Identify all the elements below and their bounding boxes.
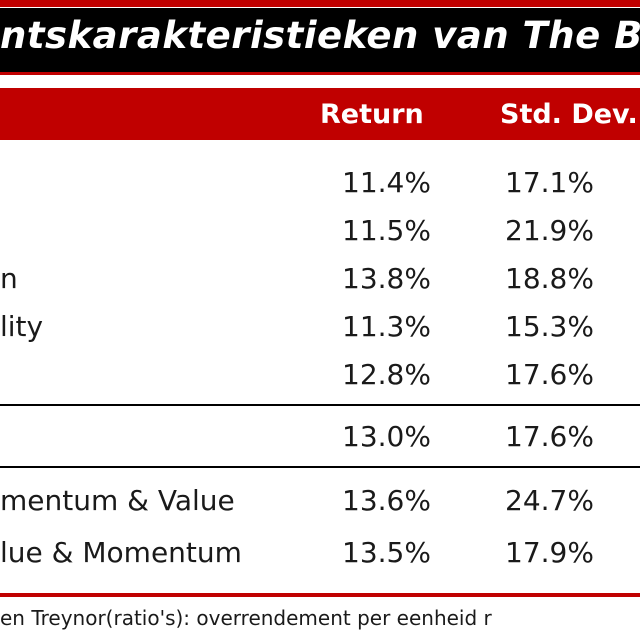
table-title: ntskarakteristieken van The Big <box>0 14 640 57</box>
cell-return: 11.3% <box>342 310 431 343</box>
row-label: mentum & Value <box>0 484 235 517</box>
bottom-red-line <box>0 593 640 597</box>
cell-std-dev: 17.9% <box>505 536 594 569</box>
cell-return: 13.6% <box>342 484 431 517</box>
section-divider <box>0 404 640 406</box>
title-underline <box>0 72 640 75</box>
cell-std-dev: 15.3% <box>505 310 594 343</box>
cell-std-dev: 21.9% <box>505 214 594 247</box>
cell-std-dev: 17.6% <box>505 420 594 453</box>
header-row <box>0 88 640 140</box>
cell-return: 13.0% <box>342 420 431 453</box>
title-bar: ntskarakteristieken van The Big <box>0 8 640 72</box>
cell-std-dev: 17.1% <box>505 166 594 199</box>
header-std-dev: Std. Dev. <box>500 99 638 130</box>
cell-return: 11.4% <box>342 166 431 199</box>
row-label: lity <box>0 310 44 343</box>
cell-return: 13.8% <box>342 262 431 295</box>
footnote: en Treynor(ratio's): overrendement per e… <box>0 606 492 630</box>
cell-return: 13.5% <box>342 536 431 569</box>
cell-std-dev: 17.6% <box>505 358 594 391</box>
row-label: lue & Momentum <box>0 536 242 569</box>
cell-std-dev: 24.7% <box>505 484 594 517</box>
cell-return: 12.8% <box>342 358 431 391</box>
top-red-line <box>0 0 640 7</box>
header-return: Return <box>320 99 424 130</box>
cell-std-dev: 18.8% <box>505 262 594 295</box>
section-divider <box>0 466 640 468</box>
row-label: n <box>0 262 18 295</box>
cell-return: 11.5% <box>342 214 431 247</box>
